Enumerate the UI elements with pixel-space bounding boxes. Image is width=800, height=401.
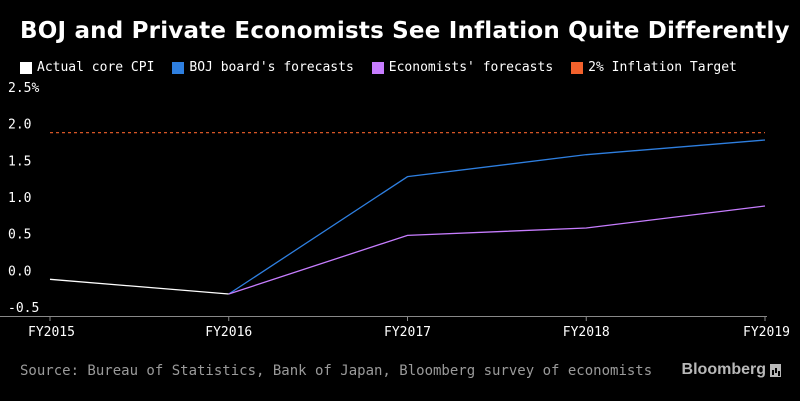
brand-logo: Bloomberg bbox=[682, 361, 781, 379]
legend-label-actual: Actual core CPI bbox=[37, 60, 155, 75]
y-tick-label: -0.5 bbox=[8, 301, 39, 316]
actual-core-cpi-line bbox=[49, 278, 229, 295]
legend-item-actual: Actual core CPI bbox=[20, 60, 154, 75]
y-tick-label: 1.0 bbox=[8, 191, 31, 206]
y-tick-label: 0.0 bbox=[8, 264, 31, 279]
brand-name: Bloomberg bbox=[681, 361, 766, 378]
x-tick-label: FY2016 bbox=[205, 325, 252, 340]
legend-swatch-target bbox=[571, 61, 584, 74]
legend-item-target: 2% Inflation Target bbox=[571, 60, 737, 75]
x-tick-label: FY2017 bbox=[384, 325, 431, 340]
legend-swatch-economists bbox=[371, 61, 384, 74]
source-note: Source: Bureau of Statistics, Bank of Ja… bbox=[20, 363, 653, 379]
bloomberg-chart-icon bbox=[770, 363, 781, 377]
x-tick-label: FY2015 bbox=[28, 325, 75, 340]
legend-swatch-actual bbox=[20, 61, 32, 74]
y-tick-label: 0.5 bbox=[8, 228, 31, 243]
boj-forecast-line bbox=[228, 139, 766, 295]
y-tick-label: 2.5% bbox=[8, 81, 39, 96]
economists-forecast-line bbox=[228, 205, 766, 295]
y-tick-label: 2.0 bbox=[8, 118, 31, 133]
legend-swatch-boj bbox=[172, 61, 185, 74]
legend: Actual core CPI BOJ board's forecasts Ec… bbox=[20, 60, 755, 75]
legend-item-economists: Economists' forecasts bbox=[371, 60, 554, 75]
legend-label-economists: Economists' forecasts bbox=[388, 60, 554, 75]
legend-item-boj: BOJ board's forecasts bbox=[172, 60, 354, 75]
chart-title: BOJ and Private Economists See Inflation… bbox=[20, 18, 790, 44]
y-tick-label: 1.5 bbox=[8, 154, 31, 169]
legend-label-target: 2% Inflation Target bbox=[588, 60, 737, 75]
x-tick-label: FY2018 bbox=[563, 325, 610, 340]
x-tick-label: FY2019 bbox=[743, 325, 790, 340]
legend-label-boj: BOJ board's forecasts bbox=[189, 60, 354, 75]
